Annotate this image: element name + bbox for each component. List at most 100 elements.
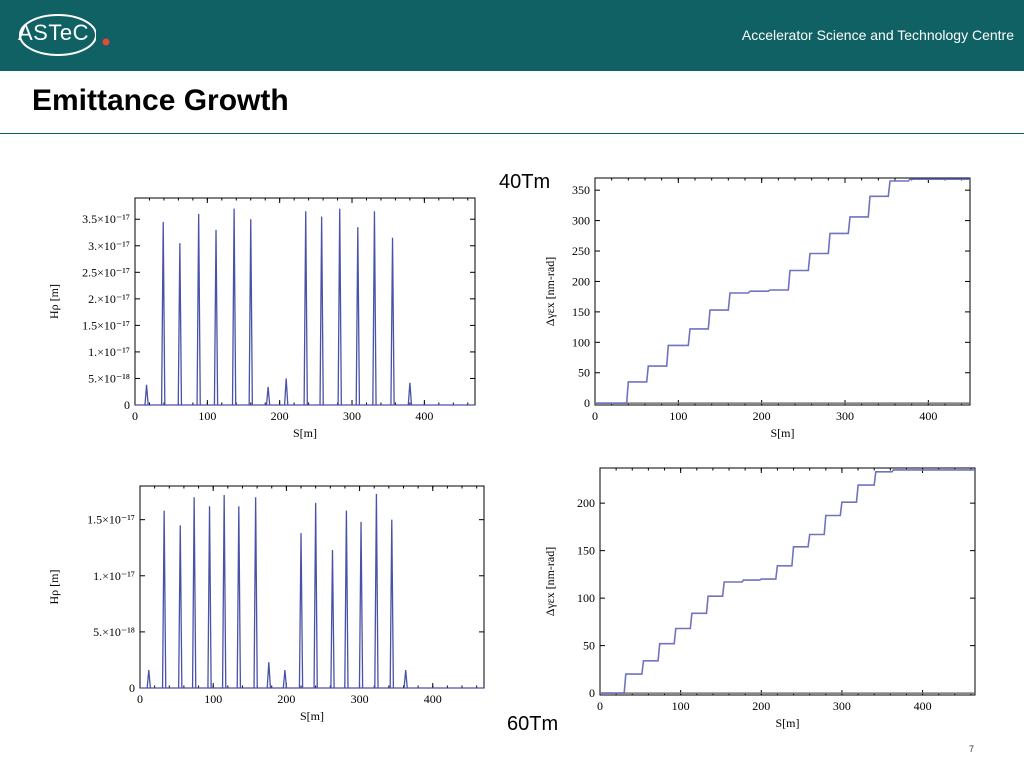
plot-frame: [139, 485, 485, 689]
x-axis-title: S[m]: [293, 426, 317, 440]
spike-peak: [161, 510, 167, 689]
spike-peak: [248, 219, 253, 406]
x-tick-label: 0: [137, 692, 143, 706]
y-tick-label: 1.5×10⁻¹⁷: [87, 513, 135, 527]
spike-peak: [313, 502, 318, 689]
x-tick-label: 300: [833, 699, 851, 713]
spike-peak: [213, 229, 219, 406]
title-divider: [0, 133, 1024, 134]
x-tick-label: 200: [277, 692, 295, 706]
x-tick-label: 300: [343, 409, 361, 423]
x-tick-label: 200: [752, 699, 770, 713]
y-tick-label: 2.×10⁻¹⁷: [88, 292, 130, 306]
chart-emittance-60tm: 0 100 200 300 400 0 50 100 150 200 S[m] Δγεx [nm-ra…: [530, 462, 980, 747]
spike-peak: [389, 519, 395, 689]
x-tick-label: 100: [669, 409, 687, 423]
plot-frame: [594, 177, 971, 406]
x-tick-label: 100: [198, 409, 216, 423]
spike-peak: [196, 213, 201, 406]
x-tick-label: 400: [415, 409, 433, 423]
x-tick-label: 0: [592, 409, 598, 423]
spike-peak: [144, 384, 149, 406]
x-tick-label: 300: [351, 692, 369, 706]
y-tick-label: 0: [124, 398, 130, 412]
y-tick-label: 3.5×10⁻¹⁷: [82, 212, 130, 226]
y-tick-label: 200: [577, 496, 595, 510]
y-axis-title: Hρ [m]: [47, 284, 61, 319]
spike-peak: [160, 221, 166, 406]
astec-logo: [19, 14, 110, 56]
spike-peak: [358, 521, 364, 689]
x-axis-title: S[m]: [300, 709, 324, 723]
spike-peak: [403, 669, 408, 689]
y-tick-label: 0: [129, 681, 135, 695]
y-tick-label: 200: [572, 274, 590, 288]
y-tick-label: 1.5×10⁻¹⁷: [82, 318, 130, 332]
spike-peak: [236, 506, 242, 689]
label-40tm: 40Tm: [499, 171, 551, 193]
header-tagline: Accelerator Science and Technology Centr…: [741, 27, 1014, 43]
spike-peak: [253, 497, 258, 689]
spike-peak: [266, 662, 272, 689]
chart-emittance-40tm: 0 100 200 300 400 0 50 100 150 200 250 300 350 S[m] Δγ…: [530, 172, 975, 457]
y-axis-title: Δγεx [nm-rad]: [543, 257, 557, 327]
spike-peak: [221, 494, 227, 689]
spike-peak: [319, 216, 324, 406]
spike-peak: [146, 669, 152, 689]
y-tick-label: 100: [577, 591, 595, 605]
y-tick-label: 3.×10⁻¹⁷: [88, 239, 130, 253]
x-axis-title: S[m]: [776, 716, 800, 730]
y-axis-title: Δγεx [nm-rad]: [543, 547, 557, 617]
page-number: 7: [968, 744, 974, 754]
y-tick-label: 250: [572, 244, 590, 258]
spike-peak: [407, 382, 413, 406]
spike-peak: [337, 208, 342, 406]
y-tick-label: 0: [584, 396, 590, 410]
y-axis-title: Hρ [m]: [47, 570, 61, 605]
spike-peak: [372, 211, 377, 406]
y-tick-label: 300: [572, 214, 590, 228]
y-tick-label: 2.5×10⁻¹⁷: [82, 265, 130, 279]
spike-peak: [177, 243, 183, 406]
plot-frame: [599, 467, 976, 696]
x-tick-label: 400: [424, 692, 442, 706]
logo-text: ASTeC: [18, 20, 89, 45]
chart-hrho-40tm: 0 100 200 300 400 0 5.×10⁻¹⁸ 1.×10⁻¹⁷ 1.5×10⁻¹⁷ 2…: [40, 190, 480, 455]
spike-peak: [390, 237, 395, 406]
spike-peak: [231, 208, 237, 406]
y-tick-label: 150: [572, 305, 590, 319]
spike-peak: [282, 669, 288, 689]
x-tick-label: 400: [914, 699, 932, 713]
spike-peak: [298, 533, 304, 689]
spike-peak: [330, 549, 335, 689]
emittance-series-line: [600, 469, 975, 694]
spike-peak: [283, 378, 289, 406]
x-tick-label: 400: [919, 409, 937, 423]
spike-peak: [265, 386, 271, 406]
x-tick-label: 200: [271, 409, 289, 423]
x-tick-label: 100: [672, 699, 690, 713]
x-axis-title: S[m]: [771, 426, 795, 440]
x-tick-label: 0: [597, 699, 603, 713]
spike-peak: [207, 506, 212, 689]
spike-peak: [374, 493, 379, 689]
spike-peak: [355, 227, 361, 406]
x-tick-label: 300: [836, 409, 854, 423]
y-tick-label: 150: [577, 544, 595, 558]
x-tick-label: 100: [204, 692, 222, 706]
y-tick-label: 5.×10⁻¹⁸: [93, 625, 135, 639]
spike-peak: [191, 497, 197, 689]
y-tick-label: 50: [578, 366, 590, 380]
y-tick-label: 5.×10⁻¹⁸: [88, 371, 130, 385]
spike-peak: [344, 510, 349, 689]
x-tick-label: 200: [753, 409, 771, 423]
y-tick-label: 1.×10⁻¹⁷: [88, 345, 130, 359]
slide-title: Emittance Growth: [32, 84, 289, 117]
x-tick-label: 0: [132, 409, 138, 423]
emittance-series-line: [595, 178, 970, 404]
spike-peak: [303, 211, 308, 406]
label-60tm: 60Tm: [507, 713, 559, 735]
spike-peak: [178, 525, 183, 689]
y-tick-label: 350: [572, 183, 590, 197]
y-tick-label: 100: [572, 335, 590, 349]
